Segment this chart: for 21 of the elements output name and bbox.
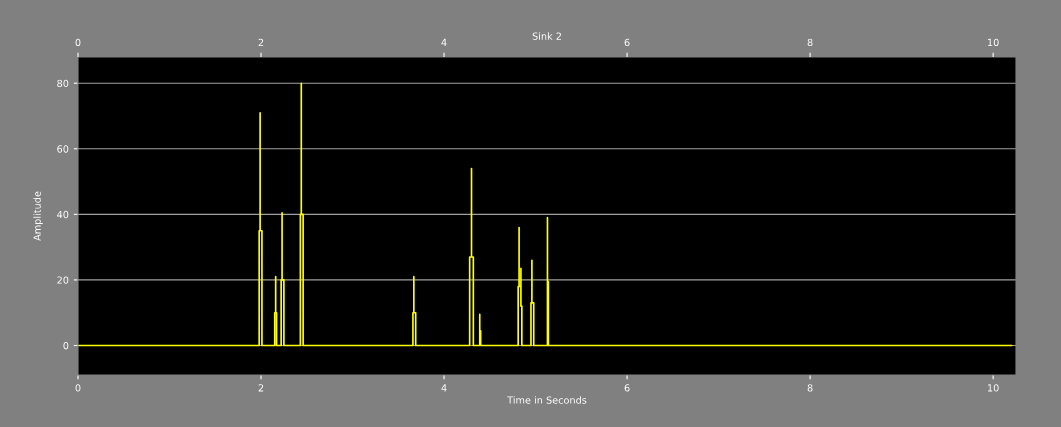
x2-tick-label: 8 [807,38,813,47]
x2-tick-label: 4 [441,38,447,46]
y-tick-label: 60 [57,145,69,153]
x-tick-label: 10 [988,384,999,392]
y-tick-label: 80 [57,79,69,88]
x-tick-label: 0 [75,384,81,392]
x-tick-label: 6 [624,384,630,392]
x-tick-label: 2 [258,384,264,392]
x2-tick-label: 2 [258,38,264,46]
x2-tick-label: 0 [75,38,81,47]
y-tick-label: 20 [57,276,69,284]
y-tick-label: 0 [63,341,69,350]
y-axis-title: Amplitude [33,191,43,241]
x2-tick-label: 10 [988,38,999,47]
y-tick-label: 40 [57,210,69,219]
x2-tick-label: 6 [624,38,630,47]
x-tick-label: 8 [807,384,813,392]
x-axis-title: Time in Seconds [507,396,587,404]
line-series [78,82,1013,347]
chart-title: Sink 2 [532,32,561,40]
x-tick-label: 4 [441,384,447,392]
